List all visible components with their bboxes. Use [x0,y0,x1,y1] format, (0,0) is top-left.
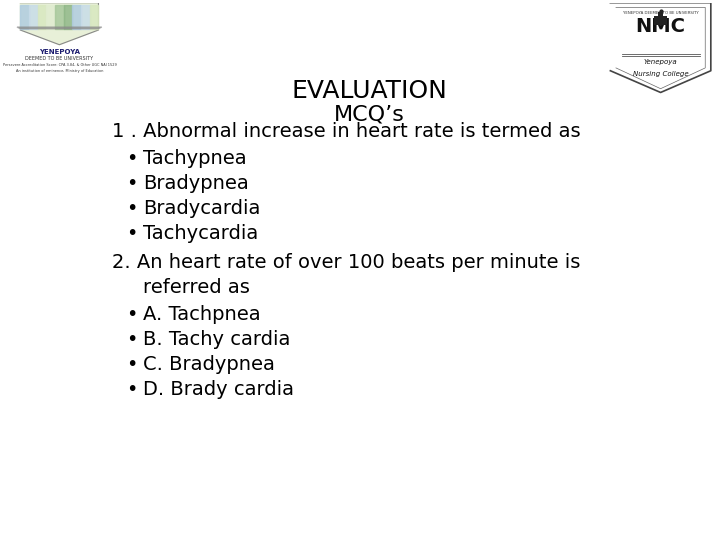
Polygon shape [46,5,55,29]
Polygon shape [29,5,37,29]
Polygon shape [20,5,29,29]
Text: D. Brady cardia: D. Brady cardia [143,380,294,399]
Text: •: • [126,174,138,193]
Polygon shape [64,5,73,29]
Text: Yenepoya: Yenepoya [644,59,678,65]
Text: C. Bradypnea: C. Bradypnea [143,355,275,374]
Text: Tachycardia: Tachycardia [143,224,258,242]
Text: 1 . Abnormal increase in heart rate is termed as: 1 . Abnormal increase in heart rate is t… [112,122,581,141]
Text: 2. An heart rate of over 100 beats per minute is: 2. An heart rate of over 100 beats per m… [112,253,581,272]
Polygon shape [20,3,99,45]
Text: EVALUATION: EVALUATION [291,79,447,103]
Text: YENEPOYA: YENEPOYA [39,49,80,55]
Polygon shape [37,5,46,29]
Text: Nursing College: Nursing College [633,71,688,77]
Text: referred as: referred as [143,278,250,297]
Text: •: • [126,149,138,168]
Text: B. Tachy cardia: B. Tachy cardia [143,330,290,349]
Polygon shape [90,5,99,29]
Text: Bradycardia: Bradycardia [143,199,261,218]
Text: DEEMED TO BE UNIVERSITY: DEEMED TO BE UNIVERSITY [25,57,94,62]
Text: •: • [126,355,138,374]
Bar [658,12,663,16]
Text: •: • [126,224,138,242]
Polygon shape [73,5,81,29]
Text: •: • [126,305,138,324]
Text: MCQ’s: MCQ’s [333,104,405,124]
Polygon shape [611,3,711,92]
Text: NMC: NMC [636,17,685,36]
Polygon shape [81,5,90,29]
Text: Tachypnea: Tachypnea [143,149,247,168]
Text: Persevere Accreditation Score: CPA 3.84, & Other UGC NAI 1529: Persevere Accreditation Score: CPA 3.84,… [3,63,116,67]
Text: An institution of eminence, Ministry of Education: An institution of eminence, Ministry of … [16,69,103,73]
Text: •: • [126,199,138,218]
Polygon shape [55,5,64,29]
Text: A. Tachpnea: A. Tachpnea [143,305,261,324]
Bar [654,16,667,25]
Polygon shape [17,27,102,29]
Text: Bradypnea: Bradypnea [143,174,249,193]
Text: •: • [126,380,138,399]
Text: •: • [126,330,138,349]
Text: YENEPOYA DEEMED TO BE UNIVERSITY: YENEPOYA DEEMED TO BE UNIVERSITY [623,11,698,15]
